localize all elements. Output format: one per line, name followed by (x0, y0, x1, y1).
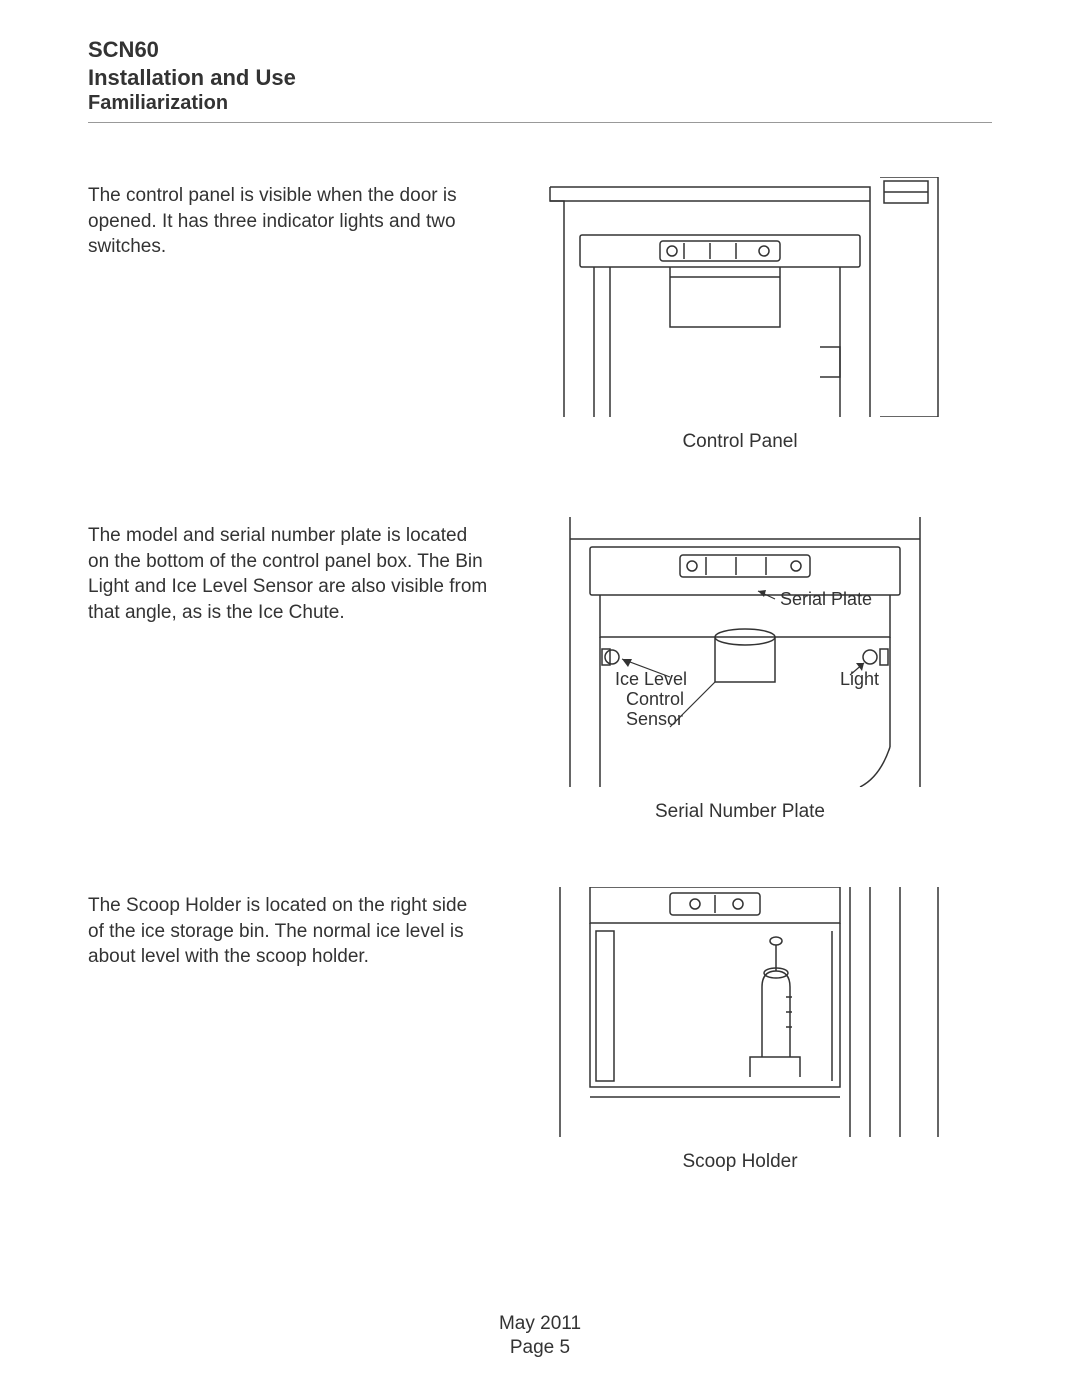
caption-scoop-holder: Scoop Holder (682, 1151, 797, 1173)
section-serial-plate: The model and serial number plate is loc… (88, 517, 992, 823)
label-light: Light (840, 669, 879, 689)
figure-control-panel (540, 177, 940, 417)
label-control: Control (626, 689, 684, 709)
page-footer: May 2011 Page 5 (0, 1312, 1080, 1361)
caption-control-panel: Control Panel (682, 431, 797, 453)
footer-page: Page 5 (0, 1336, 1080, 1361)
header-title: Installation and Use (88, 64, 992, 92)
text-scoop-holder: The Scoop Holder is located on the right… (88, 887, 488, 970)
text-serial-plate: The model and serial number plate is loc… (88, 517, 488, 626)
section-scoop-holder: The Scoop Holder is located on the right… (88, 887, 992, 1173)
page-header: SCN60 Installation and Use Familiarizati… (88, 36, 992, 123)
label-serial-plate: Serial Plate (780, 589, 872, 609)
footer-date: May 2011 (0, 1312, 1080, 1337)
header-section: Familiarization (88, 91, 992, 116)
figure-serial-plate: Serial Plate Light Ice Level Control Sen… (540, 517, 940, 787)
label-ice-level: Ice Level (615, 669, 687, 689)
header-model: SCN60 (88, 36, 992, 64)
text-control-panel: The control panel is visible when the do… (88, 177, 488, 260)
section-control-panel: The control panel is visible when the do… (88, 177, 992, 453)
caption-serial-plate: Serial Number Plate (655, 801, 825, 823)
figure-scoop-holder (540, 887, 940, 1137)
label-sensor: Sensor (626, 709, 683, 729)
